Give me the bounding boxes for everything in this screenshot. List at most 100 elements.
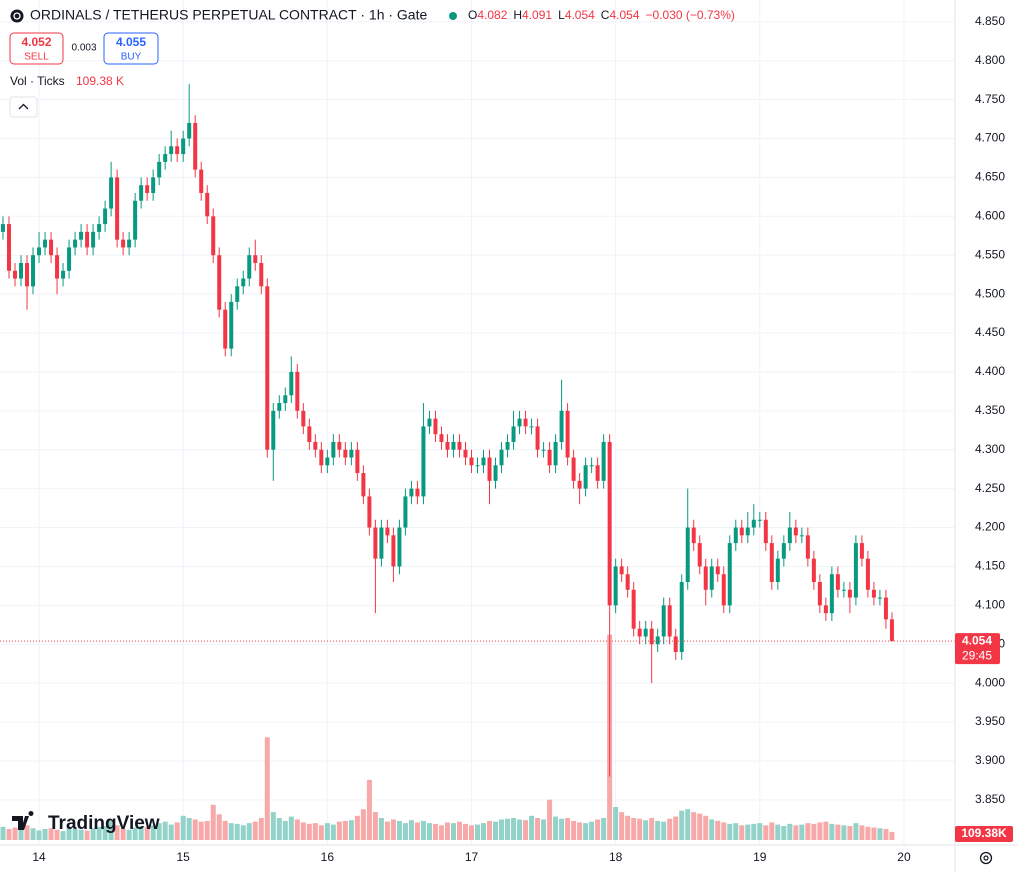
candle-body: [229, 301, 234, 349]
candle-body: [361, 473, 366, 497]
volume-bar: [438, 825, 444, 840]
volume-bar: [799, 824, 805, 840]
volume-bar: [378, 818, 384, 840]
volume-bar: [246, 823, 252, 840]
buy-button[interactable]: [103, 32, 159, 65]
candle-body: [829, 574, 834, 614]
y-tick-label: 4.000: [975, 675, 1005, 689]
candle-body: [127, 239, 132, 248]
volume-bar: [36, 830, 42, 840]
candle-body: [871, 589, 876, 598]
volume-bar: [408, 820, 414, 840]
volume-bar: [787, 823, 793, 840]
volume-bar: [859, 825, 865, 840]
price-badge-value: 4.054: [962, 633, 992, 647]
candle-body: [205, 192, 210, 217]
ohlc-change: −0.030 (−0.73%): [646, 8, 735, 22]
volume-bar: [847, 826, 853, 840]
volume-bar: [511, 818, 517, 840]
ohlc-key: H: [513, 8, 522, 22]
x-tick-label: 14: [32, 850, 46, 864]
volume-bar: [0, 826, 6, 840]
candle-body: [475, 465, 480, 467]
volume-bar: [468, 825, 474, 840]
volume-bar: [138, 826, 144, 840]
candle-body: [721, 574, 726, 606]
volume-bar: [432, 823, 438, 840]
candle-body: [373, 527, 378, 559]
volume-bar: [589, 821, 595, 840]
volume-bar: [264, 737, 270, 840]
volume-bar: [144, 826, 150, 840]
volume-bar: [835, 824, 841, 840]
candle-body: [397, 527, 402, 567]
settings-icon[interactable]: [979, 851, 993, 865]
volume-bar: [865, 826, 871, 840]
candle-body: [433, 418, 438, 435]
ohlc-value: 4.082: [477, 8, 507, 22]
candle-body: [775, 558, 780, 583]
volume-bar: [318, 825, 324, 840]
volume-bar: [84, 830, 90, 840]
collapse-icon: [18, 103, 29, 110]
candle-body: [613, 566, 618, 606]
volume-bar: [366, 779, 372, 840]
volume-bar: [781, 826, 787, 840]
candle-body: [541, 449, 546, 451]
y-tick-label: 4.850: [975, 14, 1005, 28]
candle-body: [79, 231, 84, 240]
candle-body: [505, 441, 510, 450]
candle-body: [97, 224, 102, 232]
candle-body: [391, 535, 396, 567]
volume-bar: [763, 825, 769, 840]
volume-bar: [499, 819, 505, 840]
volume-bar: [487, 820, 493, 840]
y-tick-label: 4.400: [975, 364, 1005, 378]
price-badge: [955, 633, 1000, 665]
candle-body: [763, 519, 768, 544]
sell-button[interactable]: [9, 32, 64, 65]
volume-bar: [715, 820, 721, 840]
volume-bar: [108, 820, 114, 840]
candle-body: [427, 418, 432, 427]
candle-body: [667, 605, 672, 637]
candle-body: [145, 185, 150, 193]
volume-bar: [601, 818, 607, 840]
volume-bar: [156, 823, 162, 840]
volume-bar: [186, 818, 192, 840]
volume-bar: [354, 815, 360, 840]
volume-bar: [132, 827, 138, 840]
volume-bar: [817, 822, 823, 840]
candle-body: [697, 543, 702, 567]
volume-bar: [90, 828, 96, 840]
volume-bar: [889, 831, 895, 840]
candle-body: [703, 566, 708, 590]
volume-bar: [739, 825, 745, 840]
candle-body: [853, 543, 858, 598]
volume-bar: [450, 823, 456, 840]
volume-bar: [402, 823, 408, 840]
volume-bar: [505, 818, 511, 840]
volume-bar: [751, 823, 757, 840]
y-tick-label: 4.100: [975, 598, 1005, 612]
candle-body: [679, 582, 684, 653]
volume-bar: [829, 823, 835, 840]
sell-price: 4.052: [21, 35, 51, 49]
candle-body: [553, 441, 558, 466]
candle-body: [457, 441, 462, 450]
volume-bar: [258, 818, 264, 840]
collapse-button[interactable]: [9, 96, 38, 118]
candle-body: [601, 441, 606, 481]
volume-bar: [673, 816, 679, 840]
volume-bar: [300, 822, 306, 840]
volume-bar: [126, 829, 132, 840]
y-tick-label: 4.350: [975, 403, 1005, 417]
candle-body: [223, 309, 228, 349]
y-tick-label: 4.250: [975, 481, 1005, 495]
candle-body: [25, 262, 30, 287]
candle-body: [121, 239, 126, 248]
candle-body: [685, 527, 690, 583]
candle-body: [343, 449, 348, 458]
candle-body: [13, 270, 18, 279]
candle-body: [571, 457, 576, 481]
